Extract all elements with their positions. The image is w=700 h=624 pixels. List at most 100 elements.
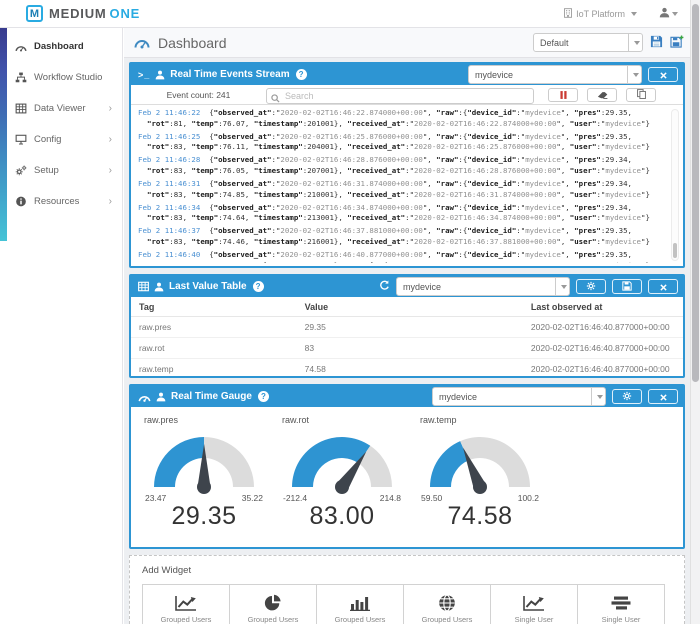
clear-stream-button[interactable]	[587, 87, 617, 102]
brand-logo[interactable]: M MEDIUM ONE	[26, 5, 140, 22]
add-widget-title: Add Widget	[142, 565, 192, 576]
sidebar-item-dashboard[interactable]: Dashboard	[0, 31, 122, 62]
platform-menu[interactable]: IoT Platform	[564, 7, 637, 20]
save-icon	[622, 279, 632, 294]
dashboard-select[interactable]: Default	[533, 33, 643, 52]
brand-name-primary: MEDIUM	[49, 6, 107, 21]
close-panel-button[interactable]	[648, 389, 678, 404]
widget-grouped-users-geopoint-chart[interactable]: Grouped UsersGeoPoint Chart	[403, 584, 491, 624]
table-cell: 29.35	[296, 316, 523, 338]
gauge-dial	[292, 437, 392, 494]
table-icon	[138, 281, 149, 292]
pause-stream-button[interactable]	[548, 87, 578, 102]
save-as-new-dashboard-button[interactable]	[670, 35, 684, 51]
pause-icon	[559, 87, 567, 102]
config-icon	[15, 134, 29, 145]
widget-grouped-users-bar-chart[interactable]: Grouped UsersBar Chart	[316, 584, 404, 624]
workflow-icon	[15, 72, 29, 83]
page-scrollbar[interactable]	[690, 0, 700, 624]
sidebar-item-workflow-studio[interactable]: Workflow Studio	[0, 62, 122, 93]
close-panel-button[interactable]	[648, 67, 678, 82]
help-icon[interactable]: ?	[252, 281, 264, 292]
chevron-right-icon: ›	[108, 165, 112, 176]
gauge-dial	[154, 436, 254, 494]
close-icon	[659, 279, 667, 294]
widget-list: Grouped UsersLine ChartGrouped UsersPie …	[142, 584, 672, 624]
event-log-entry: Feb 2 11:46:34 {"observed_at":"2020-02-0…	[138, 202, 650, 223]
scrollbar-thumb[interactable]	[673, 243, 677, 258]
device-select[interactable]: mydevice	[468, 65, 642, 84]
line-chart-icon	[523, 593, 545, 613]
terminal-icon: >_	[138, 69, 151, 80]
gauge-dial	[430, 437, 530, 494]
table-cell: raw.rot	[131, 337, 297, 359]
save-icon	[650, 35, 663, 51]
search-input[interactable]	[266, 87, 534, 104]
panel-title: Real Time Events Stream	[170, 69, 290, 80]
table-row: raw.rot 83 2020-02-02T16:46:40.877000+00:0…	[131, 337, 683, 359]
gauge-raw-pres: raw.pres 23.47 35.22 29.35	[142, 413, 266, 531]
event-log-scrollbar[interactable]	[671, 109, 679, 261]
event-log-entry: Feb 2 11:46:25 {"observed_at":"2020-02-0…	[138, 131, 650, 152]
chevron-right-icon: ›	[108, 103, 112, 114]
gauge-raw-rot: raw.rot -212.4 214.8 83.00	[280, 413, 404, 531]
user-icon	[155, 70, 165, 80]
table-cell: 83	[296, 337, 523, 359]
gauge-min-label: 59.50	[421, 493, 443, 503]
gauge-max-label: 214.8	[379, 493, 401, 503]
widget-grouped-users-line-chart[interactable]: Grouped UsersLine Chart	[142, 584, 230, 624]
column-header: Last observed at	[522, 297, 683, 317]
geopoint-chart-icon	[438, 593, 456, 613]
settings-button[interactable]	[612, 389, 642, 404]
sidebar-item-data-viewer[interactable]: Data Viewer ›	[0, 93, 122, 124]
dashboard-content: >_ Real Time Events Stream ? mydevice	[124, 58, 690, 624]
gauge-label: raw.rot	[282, 415, 310, 425]
close-icon	[659, 67, 667, 82]
table-icon	[15, 103, 29, 114]
event-log-entry: Feb 2 11:46:31 {"observed_at":"2020-02-0…	[138, 179, 650, 199]
sidebar-accent-strip	[0, 28, 7, 241]
refresh-button[interactable]	[379, 279, 390, 294]
save-widget-button[interactable]	[612, 279, 642, 294]
user-icon	[154, 282, 164, 292]
setup-icon	[15, 165, 29, 176]
event-log-entry: Feb 2 11:46:37 {"observed_at":"2020-02-0…	[138, 226, 650, 247]
dashboard-icon	[134, 36, 150, 49]
gauge-row: raw.pres 23.47 35.22 29.35 raw.rot -212.4 214.…	[131, 407, 683, 531]
chevron-right-icon: ›	[108, 134, 112, 145]
settings-button[interactable]	[576, 279, 606, 294]
chevron-down-icon	[555, 278, 569, 295]
brand-name-secondary: ONE	[109, 6, 141, 21]
table-cell: 74.58	[304, 364, 326, 374]
gauge-min-label: -212.4	[283, 493, 308, 503]
sidebar-nav: Dashboard Workflow Studio Data Viewer › Conf…	[0, 28, 122, 217]
chevron-down-icon	[631, 11, 637, 16]
device-select[interactable]: mydevice	[396, 277, 570, 296]
last-value-header: Last Value Table ? mydevice	[131, 276, 683, 297]
sidebar-item-setup[interactable]: Setup ›	[0, 155, 122, 186]
help-icon[interactable]: ?	[295, 69, 307, 80]
chevron-down-icon	[628, 34, 642, 51]
sidebar-item-config[interactable]: Config ›	[0, 124, 122, 155]
scrollbar-thumb[interactable]	[692, 4, 699, 382]
sidebar-item-resources[interactable]: Resources ›	[0, 186, 122, 217]
table-cell: 2020-02-02T16:46:40.877000+00:00	[522, 337, 683, 359]
widget-single-user-cross-filter-chart[interactable]: Single UserCross Filter Chart	[577, 584, 665, 624]
copy-stream-button[interactable]	[626, 87, 656, 102]
gauge-value: 83.00	[309, 502, 375, 530]
save-dashboard-button[interactable]	[650, 35, 663, 51]
widget-single-user-line-chart[interactable]: Single UserLine Chart	[490, 584, 578, 624]
panel-title: Last Value Table	[169, 281, 247, 292]
help-icon[interactable]: ?	[257, 391, 269, 402]
events-stream-header: >_ Real Time Events Stream ? mydevice	[131, 64, 683, 85]
device-select[interactable]: mydevice	[432, 387, 606, 406]
column-header: Value	[296, 297, 523, 317]
gear-icon	[586, 279, 596, 294]
user-menu[interactable]	[659, 5, 678, 23]
top-header: M MEDIUM ONE IoT Platform	[0, 0, 700, 28]
widget-grouped-users-pie-chart[interactable]: Grouped UsersPie Chart	[229, 584, 317, 624]
pie-chart-icon	[264, 593, 282, 613]
chevron-down-icon	[627, 66, 641, 83]
close-panel-button[interactable]	[648, 279, 678, 294]
event-log[interactable]: Feb 2 11:46:22 {"observed_at":"2020-02-0…	[131, 105, 683, 263]
